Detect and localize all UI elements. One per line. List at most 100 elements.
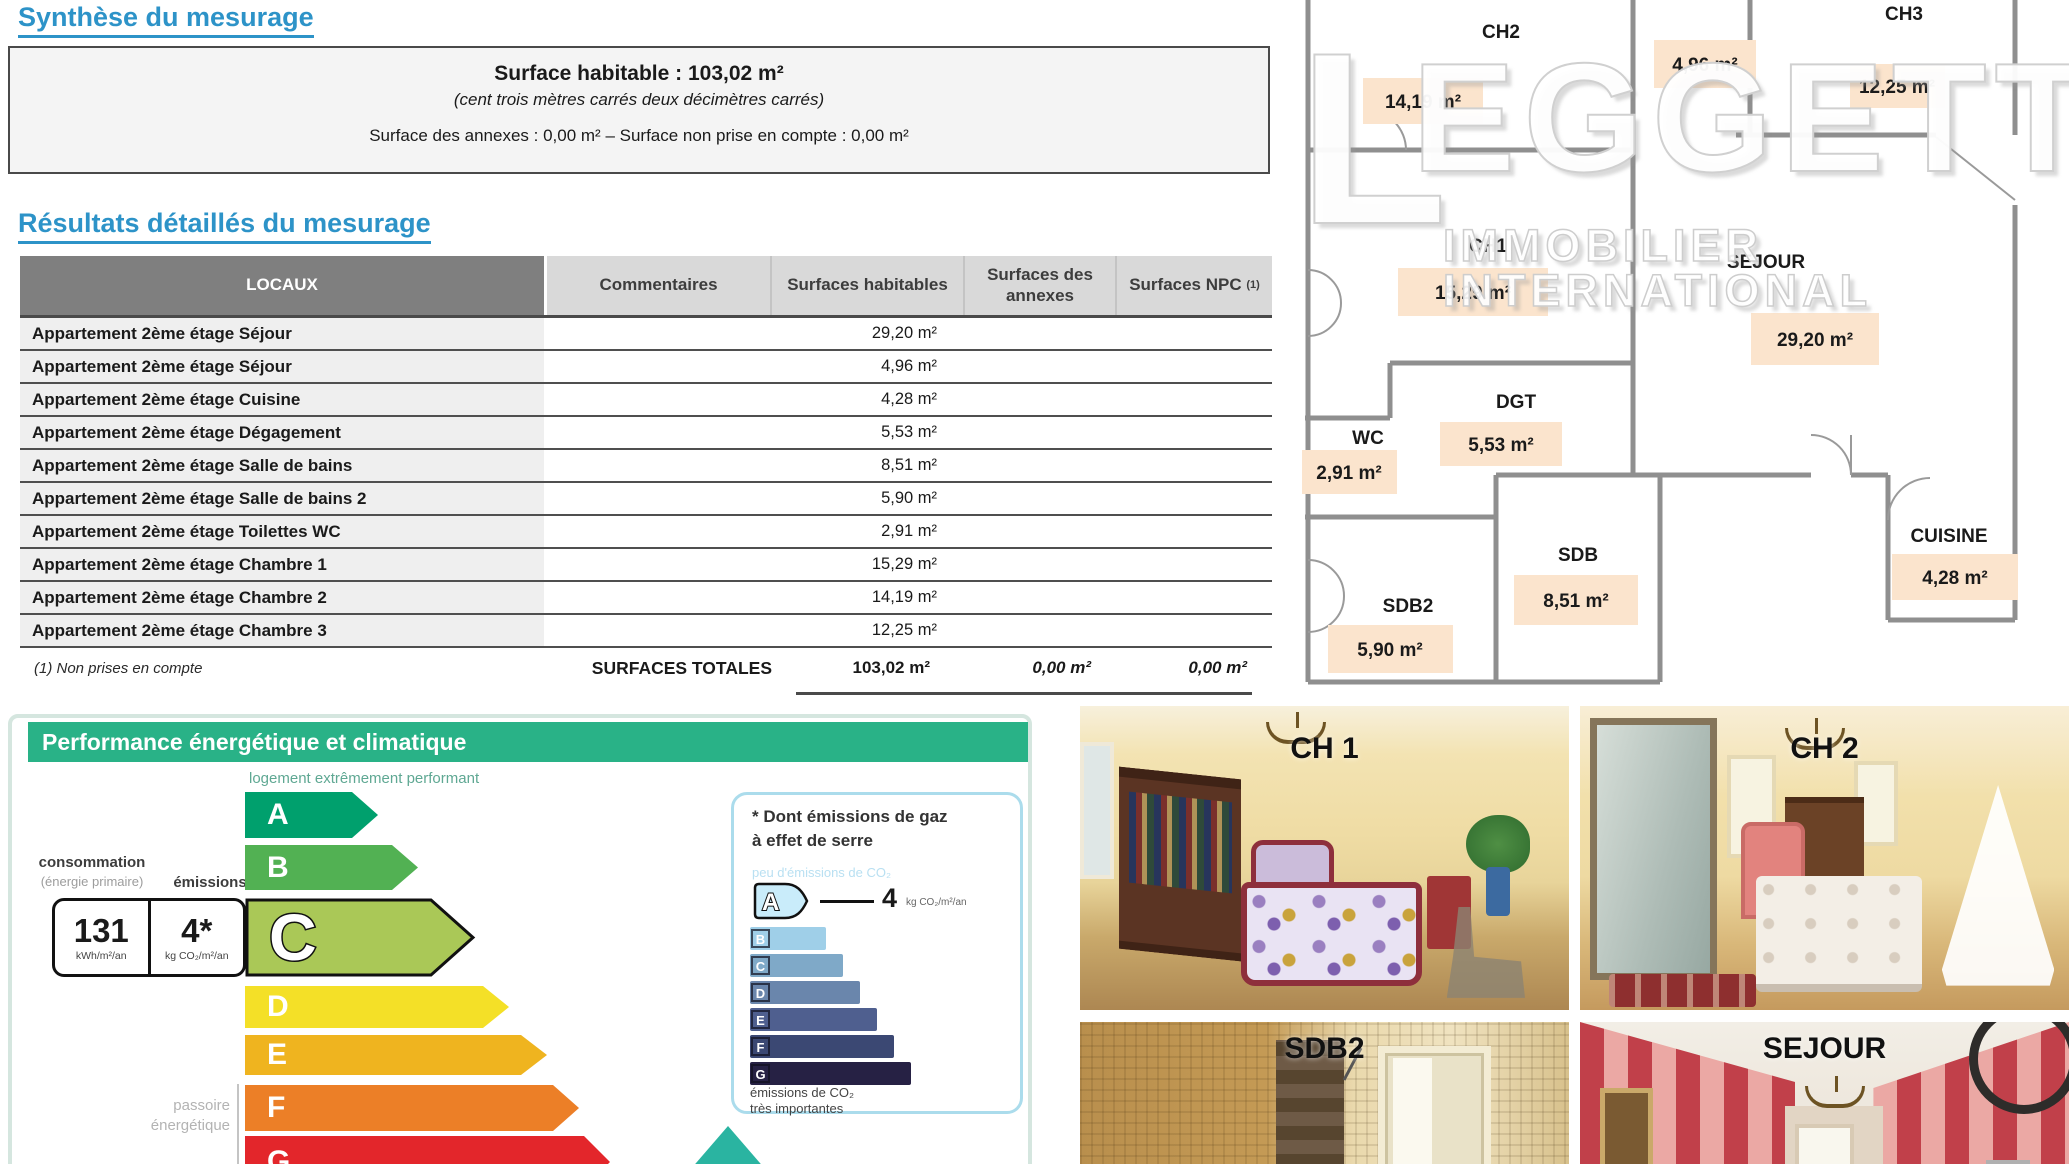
room-name: CUISINE bbox=[1910, 526, 1987, 547]
table-row: Appartement 2ème étage Séjour 4,96 m² bbox=[20, 351, 1272, 384]
dpe-top-note: logement extrêmement performant bbox=[249, 770, 480, 787]
ges-bar: E bbox=[750, 1008, 877, 1031]
room-area: 5,53 m² bbox=[1468, 435, 1533, 456]
total-surface-npc: 0,00 m² bbox=[1188, 658, 1247, 677]
total-surface-habitable: 103,02 m² bbox=[852, 658, 931, 677]
door-shape bbox=[1275, 1040, 1345, 1164]
dpe-value-box: 131 kWh/m²/an 4* kg CO₂/m²/an bbox=[52, 898, 246, 977]
table-header: LOCAUX Commentaires Surfaces habitables … bbox=[20, 256, 1272, 318]
dpe-conso-sub-label: (énergie primaire) bbox=[40, 874, 144, 889]
dpe-class-arrow: D bbox=[245, 986, 509, 1028]
ges-note-line1: * Dont émissions de gaz bbox=[752, 807, 948, 826]
room-area: 15,29 m² bbox=[1435, 283, 1511, 304]
photo-label: SEJOUR bbox=[1762, 1032, 1887, 1065]
ges-bars: B C D E F G bbox=[750, 927, 911, 1089]
synthese-summary-box: Surface habitable : 103,02 m² (cent troi… bbox=[8, 46, 1270, 174]
chandelier-icon bbox=[1785, 718, 1846, 752]
ges-bar: F bbox=[750, 1035, 894, 1058]
room-labels: CH2 14,19 m² CH3 12,25 m² 4,96 m² CH1 15… bbox=[1316, 4, 1987, 661]
photo-label: CH 2 bbox=[1790, 732, 1859, 765]
room-area: 4,28 m² bbox=[1922, 568, 1987, 589]
dpe-class-c-arrow: C bbox=[245, 898, 476, 977]
room-name: CH3 bbox=[1885, 4, 1923, 25]
totals-underline bbox=[796, 692, 1252, 695]
ges-panel: * Dont émissions de gaz à effet de serre… bbox=[731, 792, 1023, 1116]
dpe-current-class-letter: C bbox=[269, 900, 317, 974]
bed-shape bbox=[1756, 876, 1923, 992]
dpe-class-arrow: B bbox=[245, 845, 418, 890]
climate-arrow-tip bbox=[690, 1126, 766, 1164]
ges-class-a-arrow: A bbox=[753, 882, 809, 920]
room-area: 14,19 m² bbox=[1385, 92, 1461, 113]
window-shape bbox=[1795, 1124, 1854, 1164]
room-name: SDB bbox=[1558, 545, 1598, 566]
column-header-commentaires: Commentaires bbox=[547, 256, 772, 315]
ges-low-note: peu d'émissions de CO₂ bbox=[752, 865, 892, 880]
table-row: Appartement 2ème étage Séjour 29,20 m² bbox=[20, 318, 1272, 351]
room-area: 2,91 m² bbox=[1316, 463, 1381, 484]
resultats-title: Résultats détaillés du mesurage bbox=[18, 208, 431, 244]
picture-frame-shape bbox=[1599, 1088, 1654, 1164]
photo-ch2: CH 2 bbox=[1580, 706, 2069, 1010]
room-area: 5,90 m² bbox=[1357, 640, 1422, 661]
column-header-locaux: LOCAUX bbox=[20, 256, 547, 315]
measurement-table: LOCAUX Commentaires Surfaces habitables … bbox=[20, 256, 1272, 648]
dpe-class-arrow: G bbox=[245, 1136, 610, 1164]
room-name: WC bbox=[1352, 428, 1384, 449]
dpe-class-arrow: A bbox=[245, 792, 378, 838]
room-name: SDB2 bbox=[1383, 596, 1434, 617]
ges-note-line2: à effet de serre bbox=[752, 831, 873, 850]
room-area: 4,96 m² bbox=[1672, 55, 1737, 76]
dpe-conso-value: 131 bbox=[73, 911, 129, 949]
ges-bar: G bbox=[750, 1062, 911, 1085]
photo-label: CH 1 bbox=[1290, 732, 1359, 765]
room-area: 29,20 m² bbox=[1777, 330, 1853, 351]
dpe-conso-label: consommation bbox=[38, 854, 146, 871]
plant-pot-shape bbox=[1485, 867, 1511, 916]
walls bbox=[1305, 0, 2018, 685]
photo-sdb2: SDB2 bbox=[1080, 1022, 1569, 1164]
photo-grid: CH 1 CH 2 bbox=[1080, 706, 2069, 1164]
npc-footnote-ref: (1) bbox=[1246, 278, 1260, 291]
svg-text:A: A bbox=[762, 889, 779, 916]
bicycle-wheel-shape bbox=[1968, 1022, 2069, 1114]
crib-canopy-shape bbox=[1941, 785, 2055, 986]
leggett-logo-letter: L bbox=[1297, 1, 1449, 275]
table-footnote: (1) Non prises en compte bbox=[34, 660, 203, 677]
room-name: CH1 bbox=[1469, 236, 1507, 257]
dpe-class-arrow: F bbox=[245, 1085, 579, 1131]
photo-label: SDB2 bbox=[1284, 1032, 1365, 1065]
ges-co2-value: 4 bbox=[882, 883, 898, 913]
dpe-ges-value: 4* bbox=[181, 911, 213, 949]
window-shape bbox=[1080, 742, 1115, 880]
synthese-title: Synthèse du mesurage bbox=[18, 2, 314, 38]
photo-ch1: CH 1 bbox=[1080, 706, 1569, 1010]
surface-annexes-npc: Surface des annexes : 0,00 m² – Surface … bbox=[369, 126, 909, 145]
ges-bar: C bbox=[750, 954, 843, 977]
room-area: 12,25 m² bbox=[1859, 77, 1935, 98]
room-name: CH2 bbox=[1482, 22, 1520, 43]
plant-shape bbox=[1466, 815, 1530, 874]
column-header-surfaces-annexes: Surfaces des annexes bbox=[963, 256, 1115, 315]
passoire-label: passoire énergétique bbox=[150, 1097, 230, 1134]
dpe-ges-value-cell: 4* kg CO₂/m²/an bbox=[147, 901, 244, 974]
dpe-title-bar: Performance énergétique et climatique bbox=[28, 722, 1028, 762]
room-name: SEJOUR bbox=[1727, 252, 1805, 273]
total-surface-annexes: 0,00 m² bbox=[1032, 658, 1091, 677]
ges-bar: B bbox=[750, 927, 826, 950]
surface-habitable-words: (cent trois mètres carrés deux décimètre… bbox=[453, 90, 825, 109]
surface-habitable-value: Surface habitable : 103,02 m² bbox=[494, 62, 784, 85]
ges-pointer-line bbox=[820, 900, 874, 903]
table-row: Appartement 2ème étage Toilettes WC 2,91… bbox=[20, 516, 1272, 549]
table-row: Appartement 2ème étage Chambre 2 14,19 m… bbox=[20, 582, 1272, 615]
passoire-bracket-line bbox=[237, 1084, 239, 1164]
table-row: Appartement 2ème étage Chambre 3 12,25 m… bbox=[20, 615, 1272, 648]
dpe-panel: Performance énergétique et climatique lo… bbox=[8, 714, 1032, 1164]
table-row: Appartement 2ème étage Chambre 1 15,29 m… bbox=[20, 549, 1272, 582]
ges-co2-unit: kg CO₂/m²/an bbox=[906, 897, 967, 908]
column-header-surfaces-habitables: Surfaces habitables bbox=[772, 256, 963, 315]
dpe-conso-unit: kWh/m²/an bbox=[75, 949, 127, 962]
dpe-class-arrow: E bbox=[245, 1035, 547, 1075]
room-area: 8,51 m² bbox=[1543, 591, 1608, 612]
